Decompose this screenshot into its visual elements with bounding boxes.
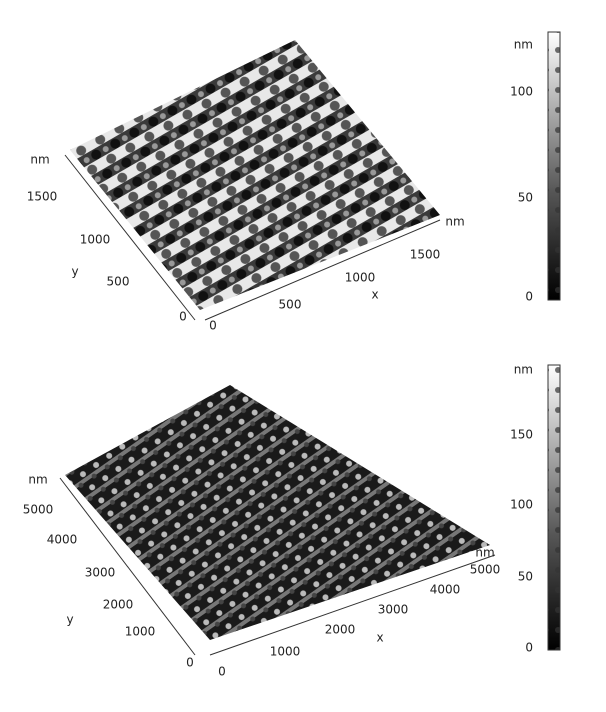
x-tick-label: 0	[209, 319, 217, 333]
colorbar-tick-label: 50	[518, 570, 533, 584]
x-tick-label: 1500	[410, 248, 441, 262]
page: nm150010005000y050010001500nmxnm100500nm…	[0, 0, 606, 708]
x-tick-label: 5000	[470, 563, 501, 577]
x-axis-unit: nm	[475, 546, 494, 560]
figure: nm150010005000y050010001500nmxnm100500nm…	[0, 0, 606, 708]
y-axis-unit: nm	[30, 153, 49, 167]
y-tick-label: 1500	[27, 190, 58, 204]
colorbar-tick-label: 100	[510, 85, 533, 99]
colorbar-tick-label: 100	[510, 498, 533, 512]
surface	[70, 40, 440, 310]
colorbar-texture	[548, 365, 560, 650]
x-axis-letter: x	[371, 288, 378, 302]
y-axis-letter: y	[66, 613, 73, 627]
colorbar-unit: nm	[514, 38, 533, 52]
x-tick-label: 2000	[325, 623, 356, 637]
colorbar-texture	[548, 32, 560, 300]
y-tick-label: 500	[107, 275, 130, 289]
x-tick-label: 1000	[345, 271, 376, 285]
y-tick-label: 3000	[85, 566, 116, 580]
y-tick-label: 1000	[80, 233, 111, 247]
x-tick-label: 1000	[270, 645, 301, 659]
colorbar-tick-label: 0	[525, 641, 533, 655]
y-tick-label: 2000	[103, 598, 134, 612]
y-axis-unit: nm	[28, 473, 47, 487]
y-tick-label: 0	[186, 656, 194, 670]
x-axis-unit: nm	[445, 215, 464, 229]
y-tick-label: 0	[179, 310, 187, 324]
x-tick-label: 0	[218, 665, 226, 679]
x-tick-label: 3000	[378, 603, 409, 617]
x-tick-label: 500	[279, 298, 302, 312]
y-tick-label: 4000	[47, 533, 78, 547]
x-tick-label: 4000	[430, 583, 461, 597]
y-axis-letter: y	[71, 265, 78, 279]
colorbar-unit: nm	[514, 363, 533, 377]
colorbar-tick-label: 50	[518, 191, 533, 205]
x-axis-letter: x	[376, 631, 383, 645]
colorbar-tick-label: 150	[510, 428, 533, 442]
y-tick-label: 5000	[23, 503, 54, 517]
y-tick-label: 1000	[125, 625, 156, 639]
colorbar-tick-label: 0	[525, 290, 533, 304]
